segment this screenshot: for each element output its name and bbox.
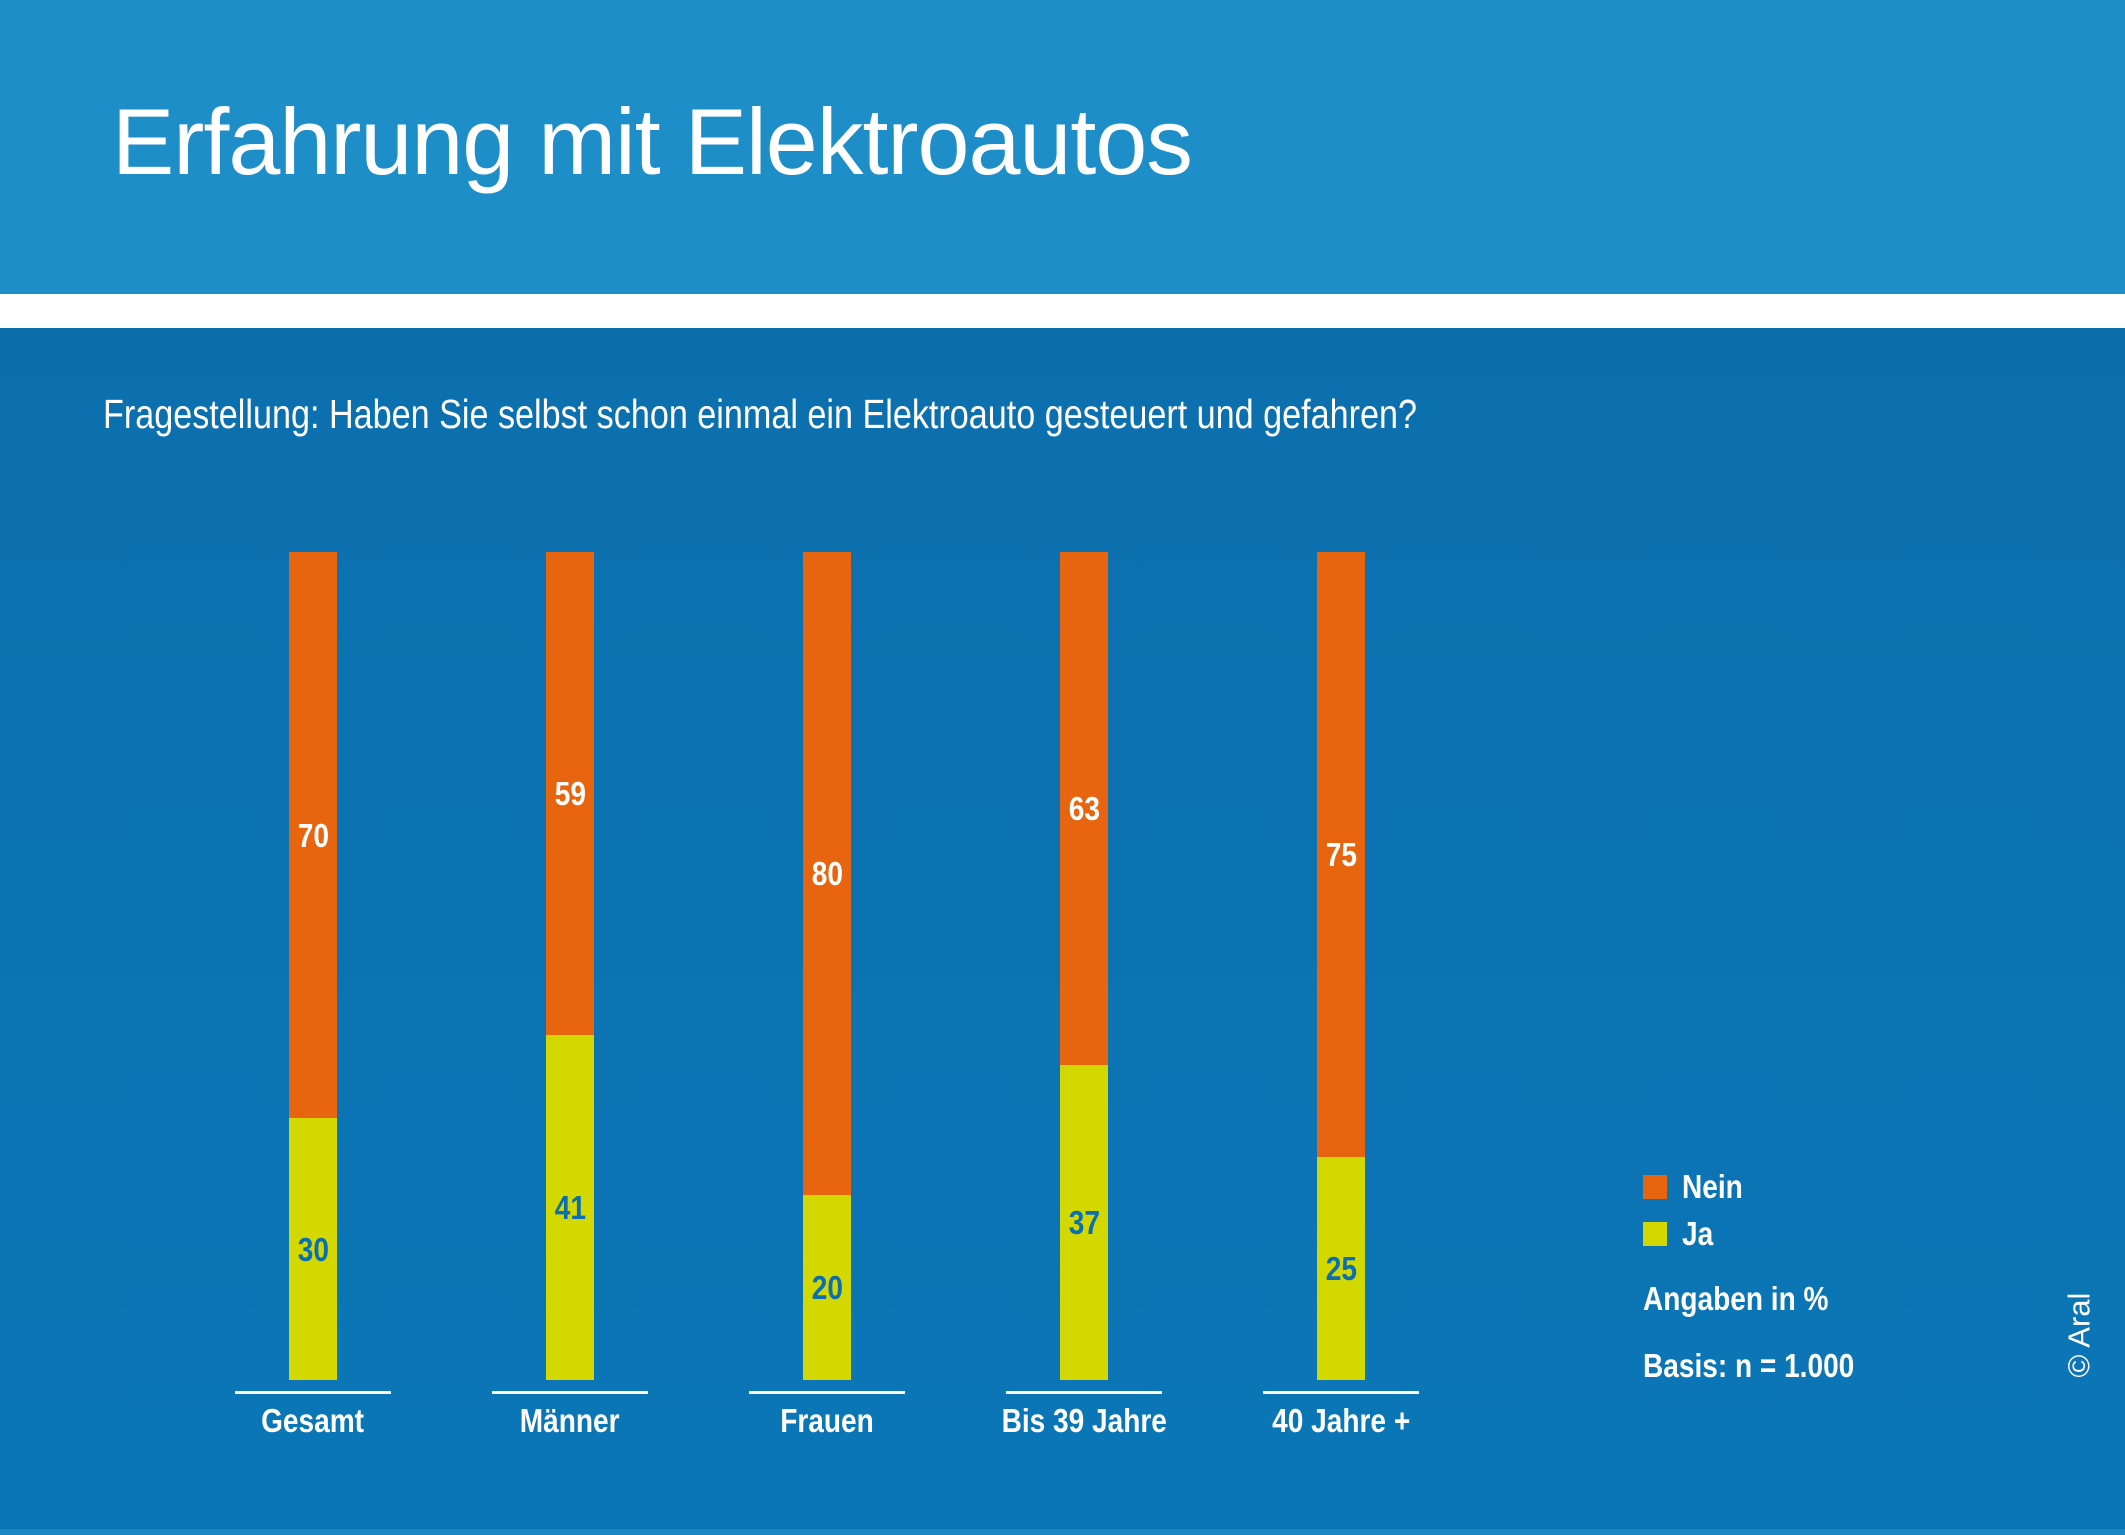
bar-segment-ja: 25 [1317,1156,1365,1380]
value-label-nein: 59 [554,774,586,812]
question-text: Fragestellung: Haben Sie selbst schon ei… [103,391,1417,437]
stacked-bar: 63 37 [1060,552,1108,1380]
category-baseline [492,1391,648,1394]
category-label: Bis 39 Jahre [1001,1402,1167,1439]
legend-item-nein: Nein [1643,1170,1754,1203]
legend-label-ja: Ja [1682,1215,1714,1252]
stacked-bar: 70 30 [289,552,337,1380]
bar-segment-ja: 20 [803,1194,851,1380]
footer-strip [0,1529,2125,1535]
category-baseline [235,1391,391,1394]
value-label-ja: 30 [297,1230,329,1268]
bar-group-2: 59 41 Männer [490,552,650,1439]
bar-segment-nein: 70 [289,552,337,1119]
stacked-bar: 80 20 [803,552,851,1380]
bar-segment-ja: 37 [1060,1065,1108,1380]
value-label-nein: 70 [297,816,329,854]
bar-group-4: 63 37 Bis 39 Jahre [1001,552,1167,1439]
bar-segment-ja: 30 [289,1118,337,1380]
bar-segment-nein: 75 [1317,552,1365,1157]
value-label-nein: 80 [811,854,843,892]
category-baseline [1006,1391,1162,1394]
bar-chart: 70 30 Gesamt 59 41 Männer 80 20 Frauen 63 37 Bis 39… [0,552,2125,1482]
nein-color-swatch-icon [1643,1174,1667,1199]
ja-color-swatch-icon [1643,1221,1667,1246]
stacked-bar: 75 25 [1317,552,1365,1380]
bar-group-3: 80 20 Frauen [747,552,907,1439]
header-divider [0,294,2125,328]
value-label-ja: 37 [1068,1204,1100,1242]
bar-segment-ja: 41 [546,1034,594,1380]
unit-note: Angaben in % [1643,1280,1829,1317]
copyright-vertical: © Aral [2061,1292,2097,1378]
category-label: 40 Jahre + [1271,1402,1411,1439]
category-label: Frauen [780,1402,874,1439]
category-label: Gesamt [261,1402,365,1439]
value-label-nein: 63 [1068,790,1100,828]
legend: Nein Ja Angaben in % Basis: n = 1.000 [1643,1170,1963,1410]
legend-label-nein: Nein [1682,1168,1743,1205]
bar-group-1: 70 30 Gesamt [233,552,393,1439]
bar-group-5: 75 25 40 Jahre + [1261,552,1421,1439]
page-title: Erfahrung mit Elektroautos [112,89,1193,194]
value-label-ja: 41 [554,1188,586,1226]
stacked-bar: 59 41 [546,552,594,1380]
category-baseline [749,1391,905,1394]
legend-item-ja: Ja [1643,1217,1719,1250]
basis-note: Basis: n = 1.000 [1643,1347,1855,1384]
value-label-nein: 75 [1325,835,1357,873]
bar-segment-nein: 59 [546,552,594,1035]
header-band: Erfahrung mit Elektroautos [0,0,2125,294]
bar-segment-nein: 80 [803,552,851,1195]
category-label: Männer [520,1402,620,1439]
category-baseline [1263,1391,1419,1394]
value-label-ja: 25 [1325,1249,1357,1287]
bar-segment-nein: 63 [1060,552,1108,1066]
value-label-ja: 20 [811,1268,843,1306]
